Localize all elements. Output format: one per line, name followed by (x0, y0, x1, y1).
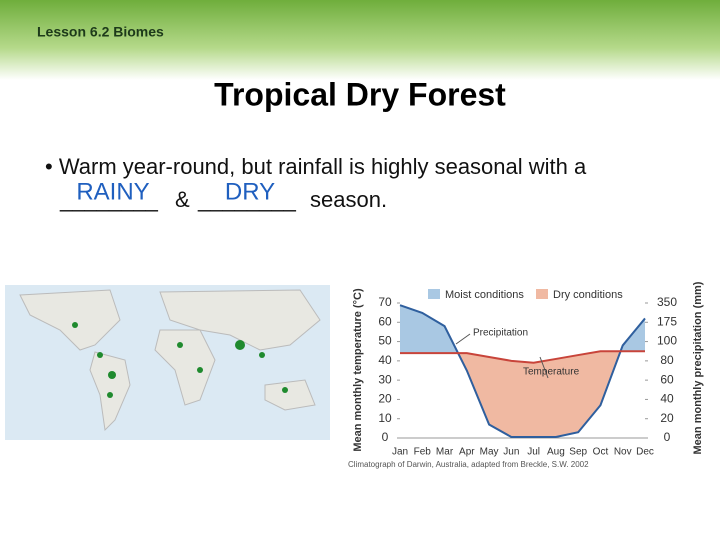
x-tick-label: Jun (503, 447, 519, 458)
ending: season. (310, 187, 387, 212)
slide-title: Tropical Dry Forest (214, 76, 506, 112)
x-tick-label: Aug (547, 447, 565, 458)
answer: DRY (225, 178, 275, 205)
x-tick-label: Jul (527, 447, 540, 458)
climatograph: 0 10 20 30 40 50 60 70 0 20 40 60 80 100 175 350 Jan Feb M… (348, 281, 704, 469)
y2-tick-label: 350 (657, 295, 677, 309)
legend-label: Moist conditions (445, 289, 524, 301)
x-tick-label: May (480, 447, 499, 458)
y-tick-label: 30 (378, 372, 392, 386)
x-tick-label: Dec (636, 447, 654, 458)
header-band (0, 0, 720, 80)
y-tick-label: 20 (378, 392, 392, 406)
caption: Climatograph of Darwin, Australia, adapt… (348, 460, 589, 469)
y-tick-label: 60 (378, 314, 392, 328)
legend-label: Dry conditions (553, 289, 623, 301)
y2-tick-label: 60 (660, 372, 674, 386)
x-tick-label: Feb (414, 447, 432, 458)
y-tick-label: 50 (378, 334, 392, 348)
x-tick-label: Sep (569, 447, 587, 458)
y-tick-label: 10 (378, 411, 392, 425)
dry-area (400, 351, 645, 438)
joiner: & (175, 187, 190, 212)
y2-tick-label: 80 (660, 353, 674, 367)
y2-tick-label: 100 (657, 334, 677, 348)
x-tick-label: Apr (459, 447, 475, 458)
legend-swatch (428, 289, 440, 299)
series-line (399, 304, 646, 439)
y-tick-label: 70 (378, 295, 392, 309)
x-tick-label: Oct (593, 447, 609, 458)
y-axis-title: Mean monthly temperature (°C) (352, 288, 364, 452)
x-tick-label: Mar (436, 447, 454, 458)
x-tick-label: Nov (614, 447, 632, 458)
y-tick-label: 40 (378, 353, 392, 367)
y2-tick-label: 175 (657, 314, 677, 328)
answer: RAINY (76, 178, 149, 205)
world-map (5, 285, 330, 440)
series-label: Temperature (523, 367, 580, 378)
bullet-text: • Warm year-round, but rainfall is highl… (45, 154, 587, 179)
lesson-label: Lesson 6.2 Biomes (37, 24, 164, 40)
blank: ________ (197, 187, 297, 212)
leader (539, 356, 549, 379)
y2-axis-title: Mean monthly precipitation (mm) (692, 281, 704, 454)
series-line (400, 350, 645, 364)
leader (455, 333, 471, 345)
x-tick-label: Jan (392, 447, 408, 458)
series-label: Precipitation (473, 328, 528, 339)
y2-tick-label: 20 (660, 411, 674, 425)
legend-swatch (536, 289, 548, 299)
y2-tick-label: 0 (664, 430, 671, 444)
y2-tick-label: 40 (660, 392, 674, 406)
blank: ________ (59, 187, 159, 212)
y-tick-label: 0 (382, 430, 389, 444)
